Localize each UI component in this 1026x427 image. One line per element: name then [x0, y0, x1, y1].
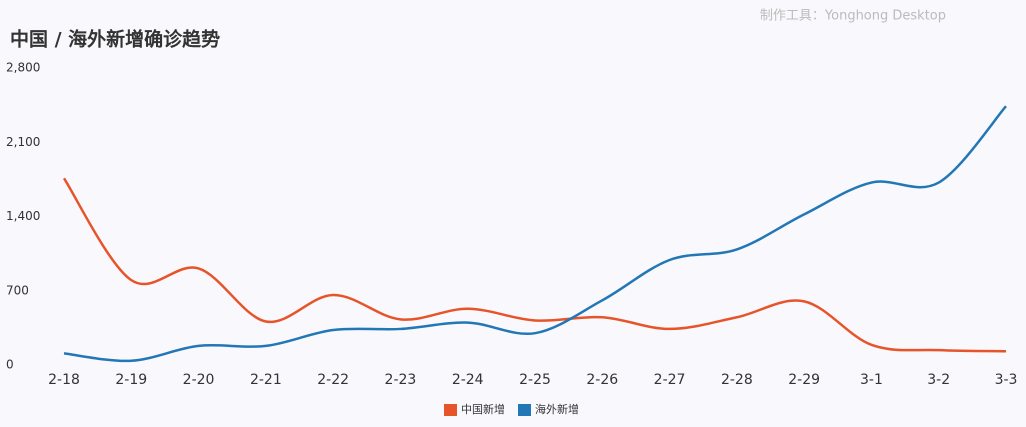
y-tick-label: 700 [6, 283, 29, 297]
x-tick-label: 2-24 [452, 372, 484, 388]
y-tick-label: 2,100 [6, 135, 40, 149]
chart-title: 中国 / 海外新增确诊趋势 [10, 28, 220, 51]
x-tick-label: 2-19 [115, 372, 147, 388]
x-tick-label: 2-22 [317, 372, 349, 388]
x-tick-label: 3-3 [995, 372, 1018, 388]
x-tick-label: 2-29 [788, 372, 820, 388]
x-tick-label: 2-26 [586, 372, 618, 388]
line [62, 177, 1007, 353]
y-tick-label: 2,800 [6, 61, 40, 75]
legend-label: 中国新增 [461, 402, 505, 416]
x-tick-label: 2-27 [654, 372, 686, 388]
x-tick-label: 2-28 [721, 372, 753, 388]
y-tick-label: 0 [6, 358, 14, 372]
x-tick-label: 2-20 [183, 372, 215, 388]
legend-swatch [518, 404, 531, 416]
x-tick-label: 3-1 [860, 372, 883, 388]
x-tick-label: 3-2 [927, 372, 950, 388]
y-tick-label: 1,400 [6, 209, 40, 223]
line [63, 105, 1007, 363]
x-tick-label: 2-25 [519, 372, 551, 388]
x-tick-label: 2-21 [250, 372, 282, 388]
watermark: 制作工具：Yonghong Desktop [760, 9, 946, 24]
legend-label: 海外新增 [535, 402, 579, 416]
legend-swatch [444, 404, 457, 416]
x-tick-label: 2-23 [385, 372, 417, 388]
x-tick-label: 2-18 [48, 372, 80, 388]
